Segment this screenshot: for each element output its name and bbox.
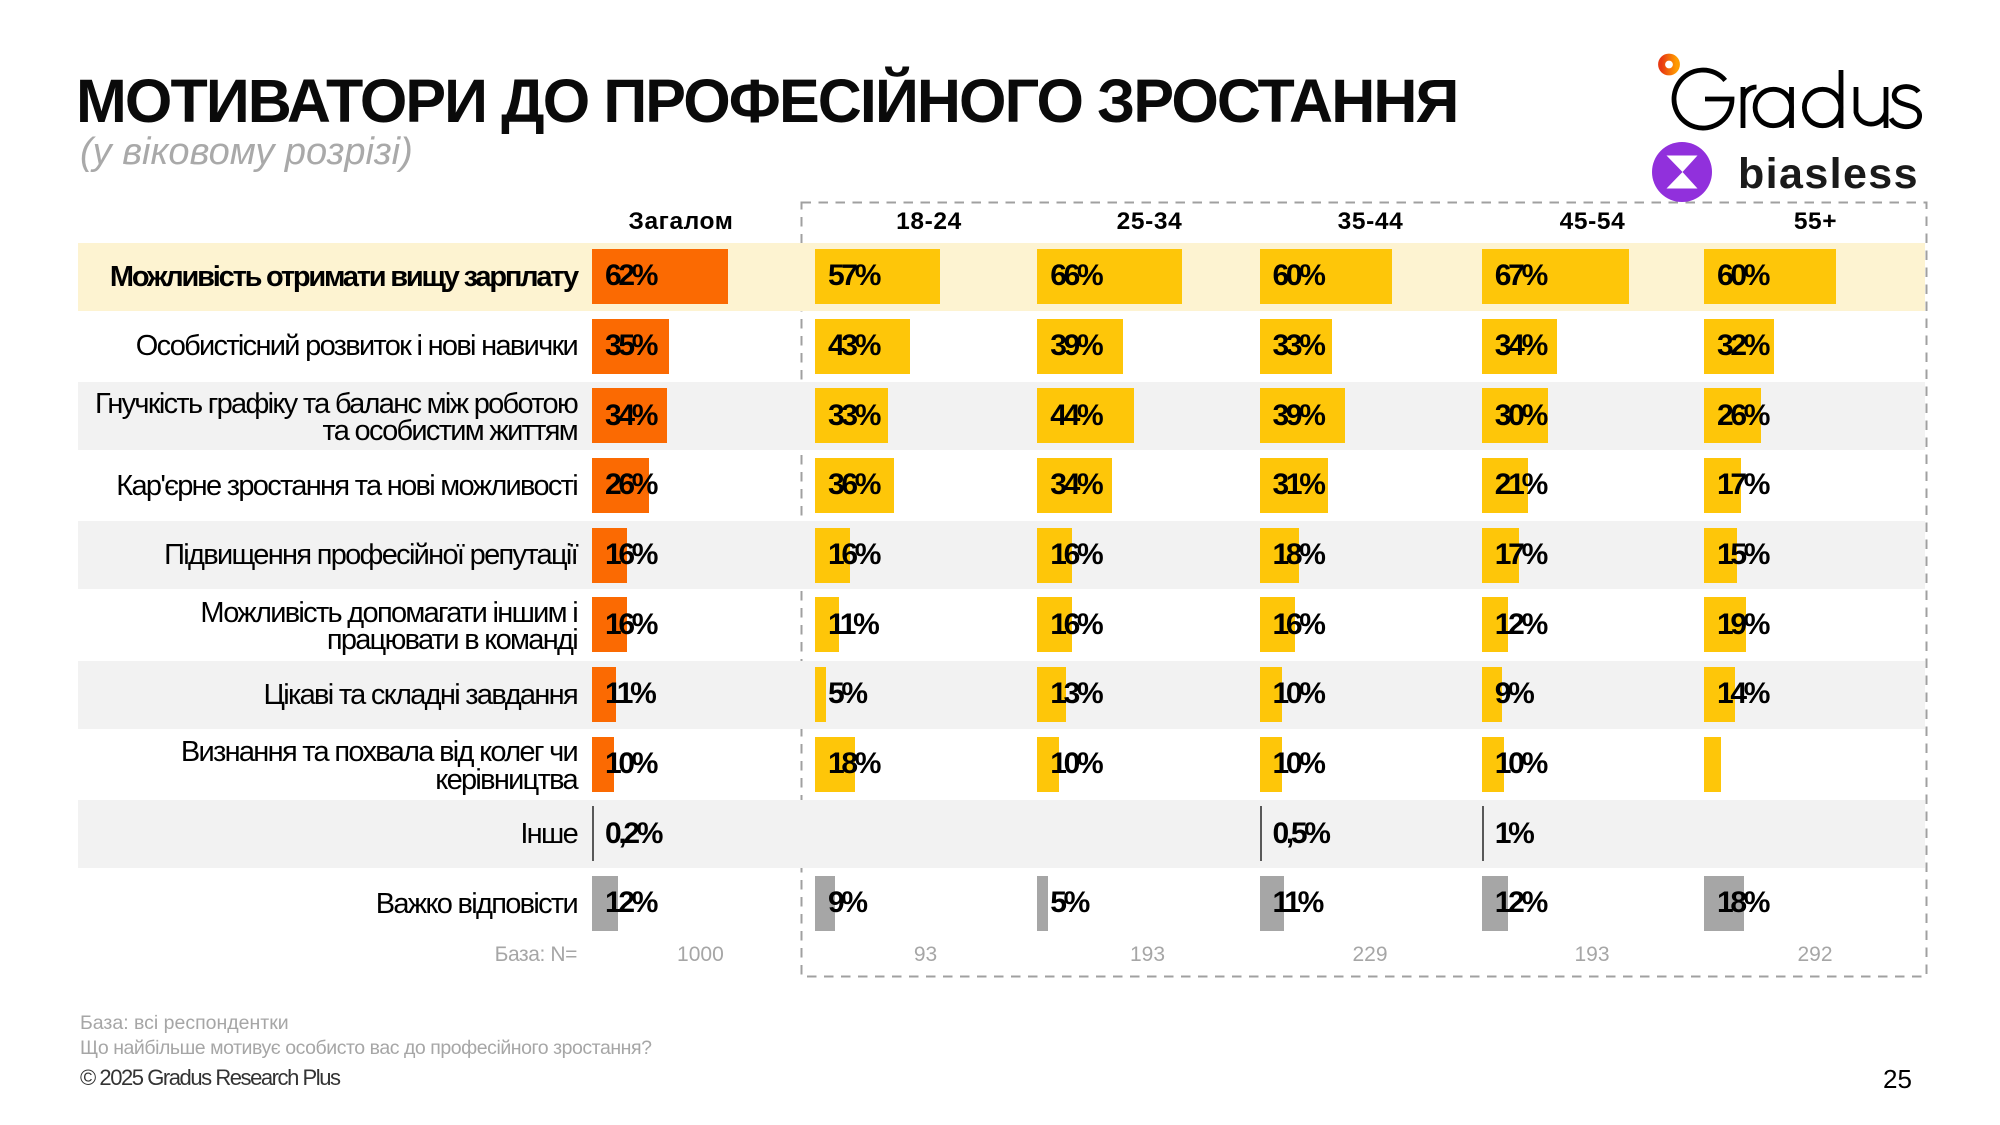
svg-text:biasless: biasless (1738, 150, 1919, 198)
